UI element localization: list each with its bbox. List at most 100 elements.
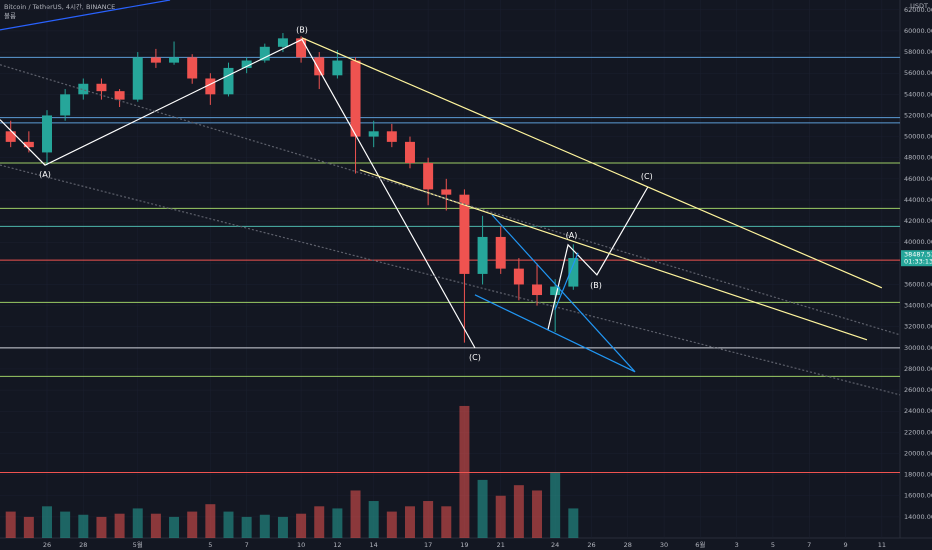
volume-bar bbox=[368, 501, 379, 538]
volume-bar bbox=[332, 508, 343, 538]
chart-title: Bitcoin / TetherUS, 4시간, BINANCE bbox=[4, 2, 115, 11]
x-tick-label: 3 bbox=[735, 541, 739, 549]
trend-line bbox=[0, 164, 901, 396]
last-price-label: 38487.53 bbox=[904, 251, 932, 259]
volume-bar bbox=[42, 506, 52, 538]
candle-body bbox=[205, 78, 216, 95]
candle-body bbox=[223, 67, 234, 95]
trend-line bbox=[0, 64, 901, 336]
x-tick-label: 5 bbox=[771, 541, 775, 549]
x-tick-label: 6월 bbox=[695, 540, 705, 549]
candle-body bbox=[23, 141, 34, 148]
trend-line bbox=[474, 214, 636, 373]
y-tick-label: 58000.00 bbox=[904, 48, 932, 56]
volume-bar bbox=[477, 479, 488, 538]
y-tick-label: 28000.00 bbox=[904, 365, 932, 373]
y-tick-label: 56000.00 bbox=[904, 69, 932, 77]
volume-bar bbox=[296, 513, 307, 538]
wave-label: (C) bbox=[641, 172, 653, 181]
volume-bar bbox=[404, 506, 415, 538]
last-price-tag bbox=[901, 250, 932, 267]
x-tick-label: 28 bbox=[79, 541, 87, 549]
candle-body bbox=[404, 141, 415, 163]
y-tick-label: 52000.00 bbox=[904, 111, 932, 119]
candle-body bbox=[42, 115, 52, 153]
trend-line bbox=[554, 252, 579, 311]
y-tick-label: 18000.00 bbox=[904, 471, 932, 479]
y-tick-label: 26000.00 bbox=[904, 386, 932, 394]
candle-body bbox=[78, 83, 89, 95]
x-tick-label: 5 bbox=[208, 541, 212, 549]
x-tick-label: 7 bbox=[245, 541, 249, 549]
volume-bar bbox=[5, 511, 16, 538]
volume-bar bbox=[459, 405, 470, 538]
candle-body bbox=[441, 189, 452, 195]
volume-bar bbox=[314, 506, 325, 538]
candle-body bbox=[169, 57, 180, 63]
x-tick-label: 14 bbox=[370, 541, 378, 549]
x-tick-label: 7 bbox=[807, 541, 811, 549]
candle-body bbox=[296, 38, 307, 58]
volume-bar bbox=[495, 495, 506, 538]
candle-body bbox=[60, 94, 71, 116]
x-tick-label: 30 bbox=[660, 541, 668, 549]
volume-bar bbox=[441, 506, 452, 538]
candle-body bbox=[459, 194, 470, 274]
y-tick-label: 44000.00 bbox=[904, 196, 932, 204]
volume-bar bbox=[350, 490, 361, 538]
x-tick-label: 24 bbox=[551, 541, 559, 549]
candle-body bbox=[332, 60, 343, 76]
volume-bar bbox=[513, 485, 524, 538]
wave-label: (B) bbox=[296, 25, 308, 34]
candle-body bbox=[314, 57, 325, 76]
x-tick-label: 21 bbox=[497, 541, 505, 549]
volume-bar bbox=[386, 511, 397, 538]
candle-body bbox=[132, 57, 143, 100]
y-tick-label: 22000.00 bbox=[904, 428, 932, 436]
y-tick-label: 30000.00 bbox=[904, 344, 932, 352]
candle-body bbox=[477, 236, 488, 274]
y-tick-label: 24000.00 bbox=[904, 407, 932, 415]
y-tick-label: 60000.00 bbox=[904, 27, 932, 35]
currency-label: USDT bbox=[910, 2, 928, 10]
volume-bar bbox=[187, 511, 198, 538]
volume-bar bbox=[568, 508, 579, 538]
x-tick-label: 5월 bbox=[133, 540, 143, 549]
y-tick-label: 36000.00 bbox=[904, 280, 932, 288]
x-tick-label: 9 bbox=[843, 541, 847, 549]
x-tick-label: 10 bbox=[297, 541, 305, 549]
y-tick-label: 54000.00 bbox=[904, 90, 932, 98]
volume-bar bbox=[150, 513, 161, 538]
x-tick-label: 26 bbox=[587, 541, 595, 549]
candle-body bbox=[277, 38, 288, 47]
volume-bar bbox=[241, 516, 252, 538]
volume-bar bbox=[132, 508, 143, 538]
volume-bar bbox=[114, 513, 125, 538]
candle-body bbox=[550, 286, 561, 296]
volume-bar bbox=[169, 516, 180, 538]
countdown-label: 01:33:13 bbox=[904, 258, 932, 266]
wave-label: (C) bbox=[469, 353, 481, 362]
x-tick-label: 12 bbox=[333, 541, 341, 549]
y-tick-label: 32000.00 bbox=[904, 323, 932, 331]
y-tick-label: 42000.00 bbox=[904, 217, 932, 225]
x-tick-label: 19 bbox=[460, 541, 468, 549]
volume-bar bbox=[205, 504, 216, 538]
volume-bar bbox=[23, 516, 34, 538]
candle-body bbox=[532, 284, 543, 296]
volume-bar bbox=[223, 511, 234, 538]
y-tick-label: 46000.00 bbox=[904, 175, 932, 183]
y-tick-label: 20000.00 bbox=[904, 449, 932, 457]
y-tick-label: 14000.00 bbox=[904, 513, 932, 521]
candle-body bbox=[568, 258, 579, 287]
candle-body bbox=[513, 268, 524, 285]
candle-body bbox=[114, 91, 125, 100]
volume-bar bbox=[60, 511, 71, 538]
volume-bar bbox=[259, 514, 270, 538]
volume-bar bbox=[550, 472, 561, 538]
wave-label: (A) bbox=[39, 170, 51, 179]
volume-bar bbox=[78, 514, 89, 538]
y-tick-label: 62000.00 bbox=[904, 6, 932, 14]
candle-body bbox=[495, 236, 506, 269]
